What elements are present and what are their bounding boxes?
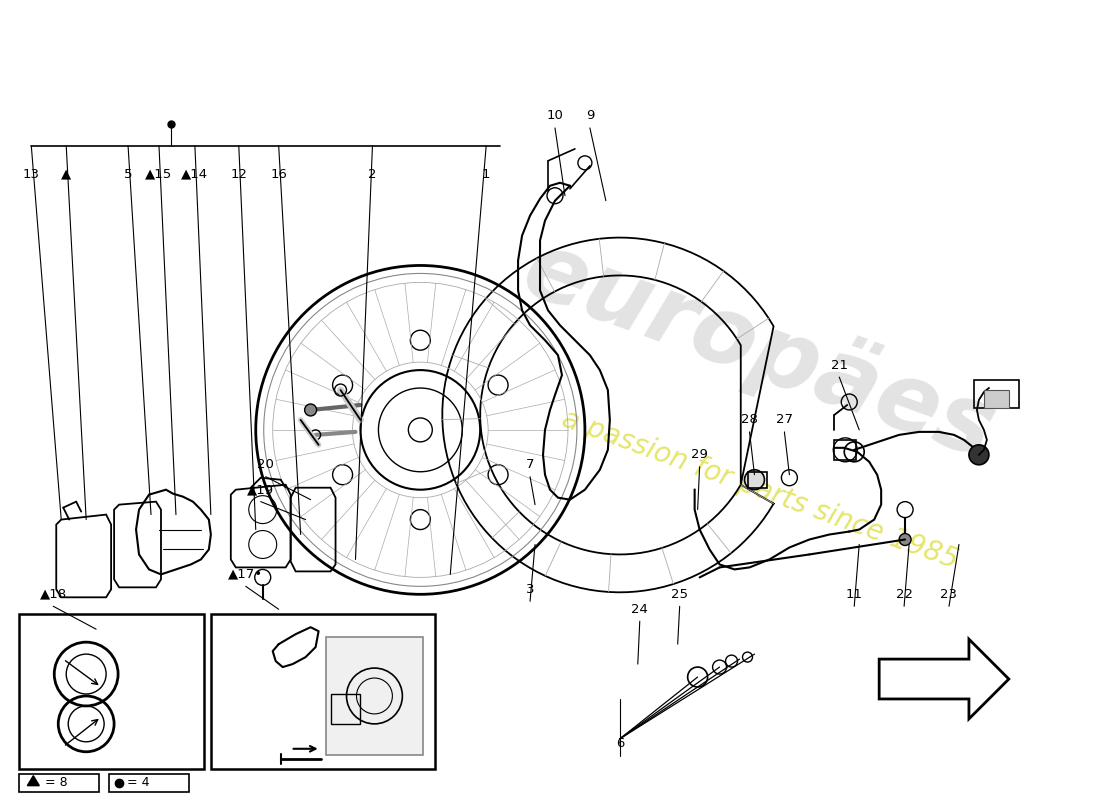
Bar bbox=[974, 380, 1019, 408]
Text: 28: 28 bbox=[741, 414, 758, 426]
Polygon shape bbox=[28, 776, 40, 786]
Text: ▲: ▲ bbox=[62, 168, 72, 181]
Text: 6: 6 bbox=[616, 738, 624, 750]
Text: 13: 13 bbox=[23, 168, 40, 181]
Text: 11: 11 bbox=[846, 588, 862, 601]
Text: 1: 1 bbox=[482, 168, 491, 181]
Bar bbox=[20, 614, 204, 769]
Bar bbox=[748, 472, 768, 488]
Circle shape bbox=[899, 534, 911, 546]
Text: = 4: = 4 bbox=[128, 776, 150, 789]
Text: 22: 22 bbox=[895, 588, 913, 601]
Bar bbox=[331, 694, 361, 724]
Text: = 8: = 8 bbox=[45, 776, 68, 789]
Text: ▲15: ▲15 bbox=[145, 168, 173, 181]
Text: 20: 20 bbox=[257, 458, 274, 471]
Text: 16: 16 bbox=[271, 168, 287, 181]
Text: europäes: europäes bbox=[512, 222, 1008, 479]
Text: 27: 27 bbox=[776, 414, 793, 426]
Text: a passion for parts since 1985: a passion for parts since 1985 bbox=[558, 405, 961, 574]
Circle shape bbox=[305, 404, 317, 416]
Text: ▲19: ▲19 bbox=[248, 483, 274, 496]
Bar bbox=[20, 774, 99, 792]
Bar bbox=[211, 614, 436, 769]
Text: 3: 3 bbox=[526, 583, 535, 596]
Text: 12: 12 bbox=[230, 168, 248, 181]
Bar bbox=[109, 774, 189, 792]
Text: ▲18: ▲18 bbox=[40, 588, 67, 601]
Text: ▲17•: ▲17• bbox=[228, 568, 263, 581]
Text: 2: 2 bbox=[368, 168, 376, 181]
Text: 21: 21 bbox=[830, 358, 848, 372]
Bar bbox=[834, 440, 856, 460]
Text: 7: 7 bbox=[526, 458, 535, 471]
Text: 23: 23 bbox=[940, 588, 957, 601]
Circle shape bbox=[745, 470, 764, 490]
Text: 24: 24 bbox=[631, 602, 648, 616]
Circle shape bbox=[969, 445, 989, 465]
Text: ▲14: ▲14 bbox=[182, 168, 209, 181]
Polygon shape bbox=[879, 639, 1009, 719]
Bar bbox=[983, 390, 1009, 408]
Text: 5: 5 bbox=[124, 168, 132, 181]
Text: 25: 25 bbox=[671, 588, 689, 601]
Text: 29: 29 bbox=[691, 448, 708, 462]
Text: 9: 9 bbox=[585, 110, 594, 122]
Bar bbox=[326, 637, 424, 754]
Text: 10: 10 bbox=[547, 110, 563, 122]
